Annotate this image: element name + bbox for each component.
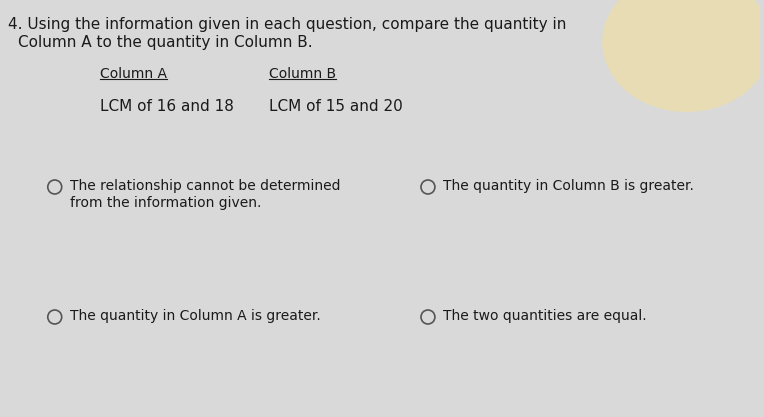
Text: The quantity in Column A is greater.: The quantity in Column A is greater.	[70, 309, 320, 323]
Text: Column A to the quantity in Column B.: Column A to the quantity in Column B.	[18, 35, 312, 50]
Circle shape	[48, 310, 62, 324]
Text: LCM of 16 and 18: LCM of 16 and 18	[99, 99, 233, 114]
Text: The relationship cannot be determined: The relationship cannot be determined	[70, 179, 340, 193]
Text: Column A: Column A	[99, 67, 167, 81]
Text: 4. Using the information given in each question, compare the quantity in: 4. Using the information given in each q…	[8, 17, 566, 32]
Circle shape	[48, 180, 62, 194]
Text: The quantity in Column B is greater.: The quantity in Column B is greater.	[443, 179, 694, 193]
Circle shape	[421, 310, 435, 324]
Circle shape	[421, 180, 435, 194]
Text: LCM of 15 and 20: LCM of 15 and 20	[269, 99, 403, 114]
Text: from the information given.: from the information given.	[70, 196, 261, 210]
Text: Column B: Column B	[269, 67, 336, 81]
Ellipse shape	[602, 0, 764, 112]
Text: The two quantities are equal.: The two quantities are equal.	[443, 309, 646, 323]
